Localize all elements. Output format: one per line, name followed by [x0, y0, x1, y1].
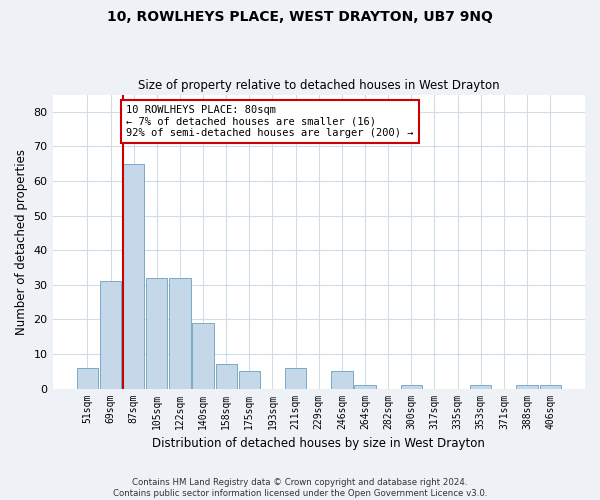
- Title: Size of property relative to detached houses in West Drayton: Size of property relative to detached ho…: [138, 79, 500, 92]
- Bar: [146, 278, 167, 388]
- Bar: [169, 278, 191, 388]
- Bar: [215, 364, 237, 388]
- Bar: [123, 164, 145, 388]
- Bar: [331, 372, 353, 388]
- Bar: [401, 385, 422, 388]
- Bar: [539, 385, 561, 388]
- Text: 10 ROWLHEYS PLACE: 80sqm
← 7% of detached houses are smaller (16)
92% of semi-de: 10 ROWLHEYS PLACE: 80sqm ← 7% of detache…: [127, 105, 414, 138]
- Bar: [285, 368, 306, 388]
- Text: 10, ROWLHEYS PLACE, WEST DRAYTON, UB7 9NQ: 10, ROWLHEYS PLACE, WEST DRAYTON, UB7 9N…: [107, 10, 493, 24]
- Bar: [193, 323, 214, 388]
- X-axis label: Distribution of detached houses by size in West Drayton: Distribution of detached houses by size …: [152, 437, 485, 450]
- Bar: [77, 368, 98, 388]
- Bar: [470, 385, 491, 388]
- Y-axis label: Number of detached properties: Number of detached properties: [15, 148, 28, 334]
- Bar: [355, 385, 376, 388]
- Text: Contains HM Land Registry data © Crown copyright and database right 2024.
Contai: Contains HM Land Registry data © Crown c…: [113, 478, 487, 498]
- Bar: [517, 385, 538, 388]
- Bar: [100, 282, 121, 389]
- Bar: [239, 372, 260, 388]
